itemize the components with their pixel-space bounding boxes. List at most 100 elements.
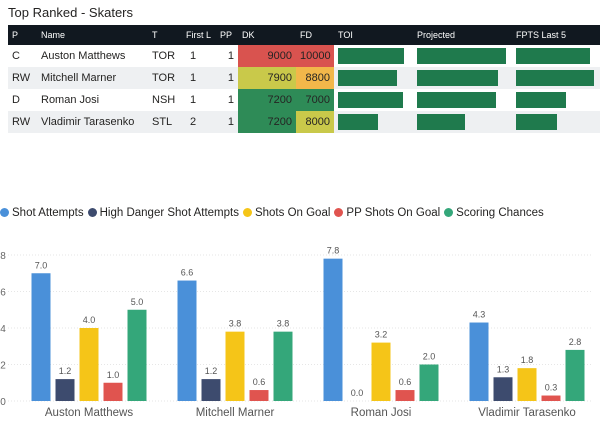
bar[interactable] (127, 309, 147, 401)
cell-position: RW (12, 72, 31, 84)
x-tick-label: Vladimir Tarasenko (478, 407, 576, 419)
cell-dk-salary: 7200 (238, 89, 296, 111)
cell-position: D (12, 94, 20, 106)
data-label: 4.3 (473, 310, 486, 320)
cell-team: NSH (152, 94, 176, 106)
bar[interactable] (565, 349, 585, 401)
data-bar (338, 114, 378, 130)
cell-toi-bar (334, 89, 413, 111)
table-row[interactable]: RW Mitchell Marner TOR 1 1 7900 8800 (8, 67, 600, 89)
cell-pp: 1 (227, 116, 234, 128)
cell-fpts-bar (512, 111, 600, 133)
x-tick-label: Auston Matthews (45, 407, 133, 419)
bar[interactable] (201, 379, 221, 401)
bar[interactable] (249, 390, 269, 401)
col-header-pp[interactable]: PP (220, 30, 233, 40)
legend-label: High Danger Shot Attempts (99, 207, 239, 219)
bar[interactable] (517, 368, 537, 401)
col-header-fpts-last5[interactable]: FPTS Last 5 (516, 30, 567, 40)
bar[interactable] (323, 258, 343, 401)
data-label: 6.6 (181, 268, 194, 278)
bar[interactable] (371, 342, 391, 401)
legend-dot-icon (242, 208, 252, 217)
legend-item[interactable]: Shot Attempts (0, 207, 84, 219)
data-label: 0.0 (351, 388, 364, 398)
data-label: 1.2 (59, 366, 72, 376)
legend-dot-icon (87, 208, 97, 217)
x-tick-label: Roman Josi (351, 407, 412, 419)
bar[interactable] (395, 390, 415, 401)
col-header-projected[interactable]: Projected (417, 30, 456, 40)
legend-dot-icon (444, 208, 454, 217)
y-tick-label: 6 (0, 288, 6, 299)
bar[interactable] (79, 328, 99, 401)
bar[interactable] (419, 364, 439, 402)
data-bar (516, 70, 595, 86)
col-header-name[interactable]: Name (41, 30, 66, 40)
y-tick-label: 8 (0, 251, 6, 262)
legend-item[interactable]: High Danger Shot Attempts (87, 207, 239, 219)
bar[interactable] (55, 379, 75, 401)
cell-team: TOR (152, 50, 176, 62)
cell-fpts-bar (512, 89, 600, 111)
legend-label: Shots On Goal (254, 207, 331, 219)
cell-team: STL (152, 116, 173, 128)
data-label: 1.3 (497, 364, 510, 374)
legend-label: Scoring Chances (456, 207, 544, 219)
legend-item[interactable]: PP Shots On Goal (334, 207, 440, 219)
bar[interactable] (225, 331, 245, 401)
data-label: 3.8 (277, 319, 290, 329)
data-label: 7.8 (327, 246, 340, 256)
col-header-team[interactable]: T (152, 30, 158, 40)
table-header-row: P Name T First L PP DK FD TOI Projected … (8, 25, 600, 45)
y-tick-label: 0 (0, 397, 6, 408)
bar[interactable] (103, 382, 123, 401)
cell-fd-salary: 8000 (296, 111, 334, 133)
data-bar (417, 92, 497, 108)
cell-projected-bar (413, 45, 512, 67)
y-tick-label: 2 (0, 361, 6, 372)
bar[interactable] (273, 331, 293, 401)
cell-team: TOR (152, 72, 176, 84)
data-label: 0.6 (253, 377, 266, 387)
data-bar (417, 48, 507, 64)
cell-first-line: 1 (190, 50, 197, 62)
data-bar (338, 48, 405, 64)
bar[interactable] (493, 377, 513, 401)
skaters-table: P Name T First L PP DK FD TOI Projected … (8, 25, 600, 133)
legend-label: Shot Attempts (12, 207, 84, 219)
legend-dot-icon (0, 208, 9, 217)
cell-dk-salary: 7200 (238, 111, 296, 133)
bar[interactable] (177, 280, 197, 401)
data-label: 4.0 (83, 315, 96, 325)
table-row[interactable]: D Roman Josi NSH 1 1 7200 7000 (8, 89, 600, 111)
table-row[interactable]: C Auston Matthews TOR 1 1 9000 10000 (8, 45, 600, 67)
cell-first-line: 1 (190, 94, 197, 106)
bar[interactable] (469, 322, 489, 401)
bar[interactable] (31, 273, 51, 401)
cell-pp: 1 (227, 50, 234, 62)
cell-toi-bar (334, 67, 413, 89)
legend-item[interactable]: Scoring Chances (444, 207, 544, 219)
table-row[interactable]: RW Vladimir Tarasenko STL 2 1 7200 8000 (8, 111, 600, 133)
y-tick-label: 4 (0, 324, 6, 335)
cell-name: Mitchell Marner (41, 72, 117, 84)
col-header-dk[interactable]: DK (242, 30, 255, 40)
col-header-first-line[interactable]: First L (186, 30, 212, 40)
bar[interactable] (541, 395, 561, 401)
data-label: 3.8 (229, 319, 242, 329)
data-label: 2.8 (569, 337, 582, 347)
legend-item[interactable]: Shots On Goal (242, 207, 331, 219)
col-header-position[interactable]: P (12, 30, 19, 40)
data-label: 7.0 (35, 260, 48, 270)
col-header-toi[interactable]: TOI (338, 30, 353, 40)
legend-dot-icon (334, 208, 344, 217)
data-bar (338, 92, 404, 108)
col-header-fd[interactable]: FD (300, 30, 312, 40)
cell-fd-salary: 7000 (296, 89, 334, 111)
data-bar (417, 70, 498, 86)
data-label: 0.3 (545, 383, 558, 393)
data-label: 3.2 (375, 330, 388, 340)
cell-toi-bar (334, 45, 413, 67)
cell-fpts-bar (512, 67, 600, 89)
